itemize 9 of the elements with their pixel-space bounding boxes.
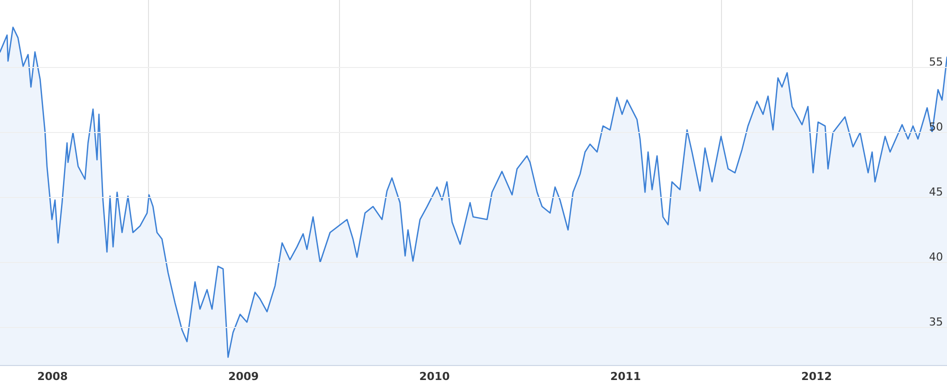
x-tick-label: 2012 bbox=[801, 370, 832, 383]
y-tick-label: 40 bbox=[929, 250, 943, 264]
x-tick-label: 2011 bbox=[610, 370, 641, 383]
y-tick-label: 45 bbox=[929, 185, 943, 198]
x-tick-label: 2008 bbox=[37, 370, 68, 383]
x-tick-label: 2010 bbox=[419, 370, 450, 383]
y-tick-label: 55 bbox=[929, 56, 943, 69]
x-tick-label: 2009 bbox=[228, 370, 259, 383]
y-tick-label: 35 bbox=[929, 315, 943, 328]
